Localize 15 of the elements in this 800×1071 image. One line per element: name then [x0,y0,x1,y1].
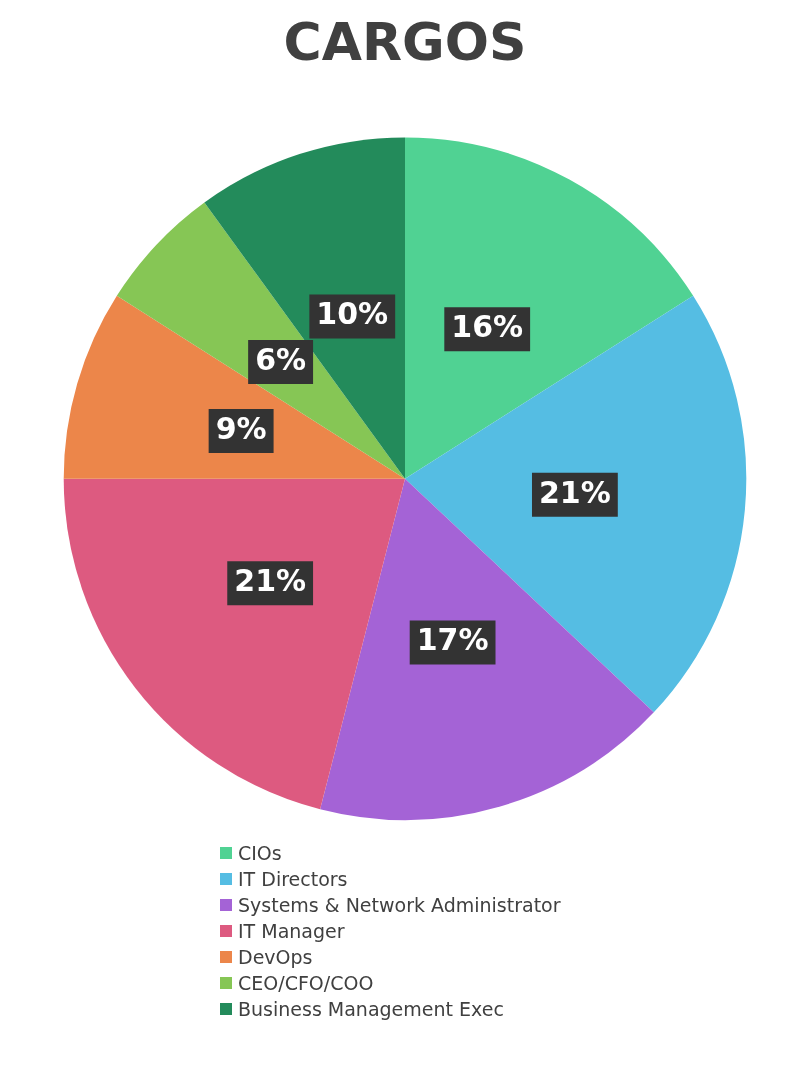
legend-label: CEO/CFO/COO [238,972,374,994]
legend-label: Business Management Exec [238,998,504,1020]
data-label: 6% [255,341,307,377]
data-label: 21% [234,563,307,599]
data-label: 21% [538,474,611,510]
data-label: 10% [316,296,389,332]
legend-label: DevOps [238,946,313,968]
legend-label: Systems & Network Administrator [238,894,561,916]
data-label: 17% [416,622,489,658]
legend-label: IT Manager [238,920,345,942]
data-label: 16% [451,308,524,344]
chart-title: CARGOS [283,11,527,72]
data-label: 9% [215,410,267,446]
legend-label: CIOs [238,842,282,864]
legend-label: IT Directors [238,868,348,890]
